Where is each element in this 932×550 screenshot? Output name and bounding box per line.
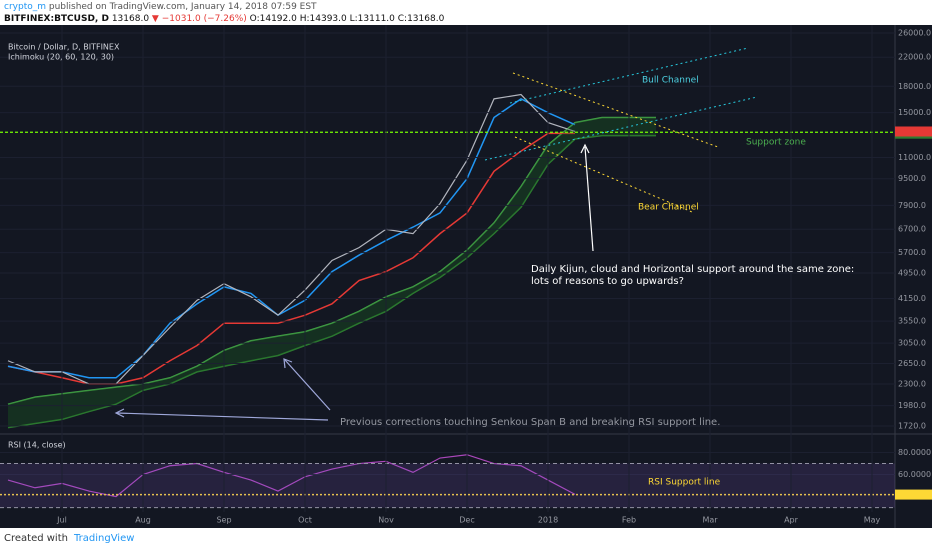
y-tick-label: 3550.0 (898, 317, 926, 326)
chart: 41.813060.000080.000012970.313168.01720.… (0, 25, 932, 528)
cloud (8, 117, 656, 428)
annotation: RSI Support line (648, 478, 721, 488)
symbol: BITFINEX:BTCUSD, D (4, 14, 109, 24)
close: C:13168.0 (397, 14, 445, 24)
last: 13168.0 (111, 14, 150, 24)
arrowhead (580, 143, 590, 154)
x-tick-label: May (864, 516, 881, 525)
annotation: lots of reasons to go upwards? (531, 276, 684, 287)
x-tick-label: Dec (459, 516, 474, 525)
y-tick-label: 1980.0 (898, 401, 926, 410)
bear-channel-upper (512, 72, 719, 148)
series-line (7, 454, 576, 498)
y-tick-label: 7900.0 (898, 201, 926, 210)
annotation: Bull Channel (642, 76, 699, 86)
background (0, 25, 932, 528)
y-tick-label: 18000.0 (898, 82, 931, 91)
x-tick-label: Oct (298, 516, 312, 525)
price-badge (895, 126, 932, 137)
arrow (116, 412, 329, 421)
y-tick-label: 6700.0 (898, 225, 926, 234)
x-tick-label: Apr (784, 516, 799, 525)
x-tick-label: Aug (135, 516, 151, 525)
bull-channel-lower (484, 96, 758, 161)
y-tick-label: 5700.0 (898, 248, 926, 257)
arrowhead (283, 358, 293, 369)
x-tick-label: Mar (702, 516, 718, 525)
high: H:14393.0 (299, 14, 347, 24)
bull-channel-upper (509, 47, 749, 104)
y-tick-label: 1720.0 (898, 421, 926, 430)
x-tick-label: Feb (622, 516, 636, 525)
y-tick-label: 22000.0 (898, 53, 931, 62)
x-tick-label: Nov (378, 516, 394, 525)
y-tick-label: 80.0000 (898, 448, 931, 457)
open: O:14192.0 (249, 14, 297, 24)
legend: Bitcoin / Dollar, D, BITFINEX (8, 43, 120, 52)
rsi-band (0, 463, 895, 508)
brand[interactable]: TradingView (74, 533, 135, 544)
arrow (584, 146, 594, 252)
y-tick-label: 2300.0 (898, 379, 926, 388)
arrow: ▼ (151, 14, 159, 24)
y-tick-label: 11000.0 (898, 153, 931, 162)
header: crypto_m published on TradingView.com, J… (0, 0, 932, 25)
y-tick-label: 4950.0 (898, 269, 926, 278)
x-tick-label: Jul (56, 516, 67, 525)
arrowhead (114, 408, 125, 418)
legend: Ichimoku (20, 60, 120, 30) (8, 53, 114, 62)
y-tick-label: 3050.0 (898, 339, 926, 348)
y-tick-label: 60.0000 (898, 470, 931, 479)
y-tick-label: 4150.0 (898, 294, 926, 303)
y-tick-label: 2650.0 (898, 359, 926, 368)
footer: Created with TradingView (0, 528, 932, 550)
change: −1031.0 (−7.26%) (161, 14, 247, 24)
annotation: Bear Channel (638, 203, 699, 213)
legend: RSI (14, close) (8, 441, 66, 450)
y-tick-label: 26000.0 (898, 29, 931, 38)
byline: crypto_m published on TradingView.com, J… (4, 2, 317, 12)
annotation: Previous corrections touching Senkou Spa… (340, 417, 720, 428)
series-line (7, 97, 576, 379)
created: Created with (4, 533, 68, 544)
y-tick-label: 15000.0 (898, 108, 931, 117)
low: L:13111.0 (349, 14, 395, 24)
quote: BITFINEX:BTCUSD, D 13168.0 ▼ −1031.0 (−7… (4, 14, 444, 24)
author-link[interactable]: crypto_m (4, 2, 46, 12)
bear-channel-lower (514, 136, 693, 213)
y-tick-label: 9500.0 (898, 174, 926, 183)
arrow (284, 359, 331, 411)
price-badge (895, 489, 932, 500)
x-tick-label: 2018 (538, 516, 558, 525)
annotation: Support zone (746, 138, 806, 148)
published: published on TradingView.com, January 14… (48, 2, 317, 12)
x-tick-label: Sep (216, 516, 231, 525)
annotation: Daily Kijun, cloud and Horizontal suppor… (531, 264, 854, 275)
